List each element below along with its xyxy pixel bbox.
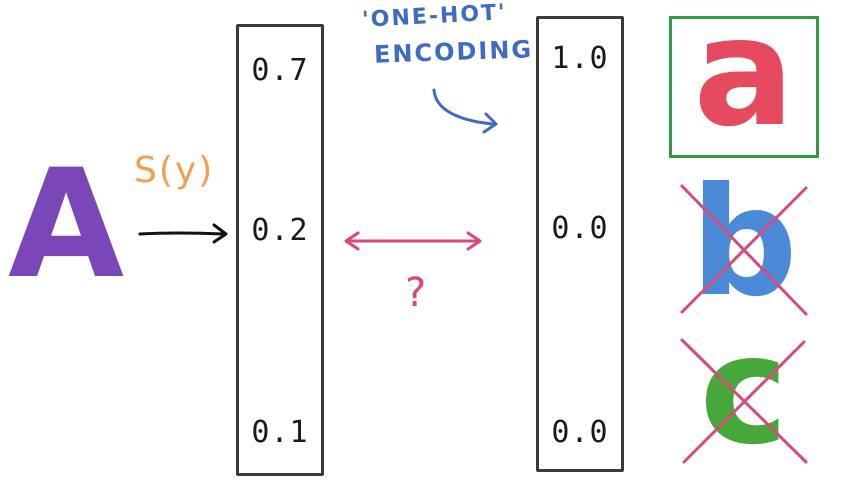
- one-hot-value: 0.0: [551, 211, 609, 246]
- cross-out-mark: [680, 184, 808, 316]
- class-letter-b: b: [690, 156, 798, 330]
- score-value: 0.7: [251, 53, 309, 88]
- one-hot-vector: 1.0 0.0 0.0: [536, 16, 624, 472]
- scores-vector: 0.7 0.2 0.1: [236, 24, 324, 476]
- class-letter-c: c: [699, 304, 789, 478]
- input-arrow: [138, 223, 228, 244]
- score-value: 0.1: [251, 415, 309, 450]
- class-letter-a: a: [693, 0, 795, 160]
- compare-double-arrow: [344, 231, 482, 251]
- question-mark: ?: [405, 270, 427, 316]
- score-value: 0.2: [251, 213, 309, 248]
- selected-class-frame: [669, 16, 819, 158]
- one-hot-value: 1.0: [551, 41, 609, 76]
- cross-out-mark: [680, 338, 808, 464]
- one-hot-label-line1: 'ONE-HOT': [361, 0, 508, 33]
- one-hot-label-line2: ENCODING: [373, 35, 534, 69]
- one-hot-value: 0.0: [551, 415, 609, 450]
- softmax-function-label: S(y): [134, 150, 215, 191]
- input-letter-a: A: [8, 138, 125, 312]
- annotation-arrow: [432, 88, 498, 134]
